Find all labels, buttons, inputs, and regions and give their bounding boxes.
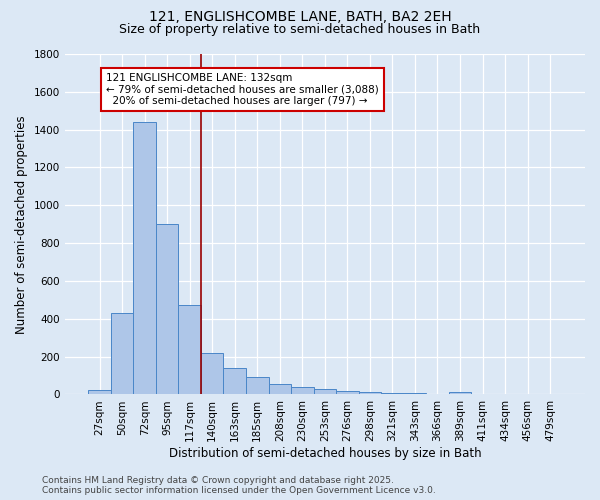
Bar bbox=[223, 368, 246, 394]
Bar bbox=[336, 390, 359, 394]
Bar bbox=[201, 353, 223, 395]
Bar bbox=[156, 224, 178, 394]
Bar bbox=[314, 389, 336, 394]
Text: Size of property relative to semi-detached houses in Bath: Size of property relative to semi-detach… bbox=[119, 22, 481, 36]
Bar bbox=[449, 392, 471, 394]
Bar bbox=[404, 393, 426, 394]
Bar bbox=[359, 392, 381, 394]
Bar bbox=[291, 387, 314, 394]
Text: 121, ENGLISHCOMBE LANE, BATH, BA2 2EH: 121, ENGLISHCOMBE LANE, BATH, BA2 2EH bbox=[149, 10, 451, 24]
Bar bbox=[269, 384, 291, 394]
Bar bbox=[111, 313, 133, 394]
Text: 121 ENGLISHCOMBE LANE: 132sqm
← 79% of semi-detached houses are smaller (3,088)
: 121 ENGLISHCOMBE LANE: 132sqm ← 79% of s… bbox=[106, 73, 379, 106]
Text: Contains HM Land Registry data © Crown copyright and database right 2025.
Contai: Contains HM Land Registry data © Crown c… bbox=[42, 476, 436, 495]
X-axis label: Distribution of semi-detached houses by size in Bath: Distribution of semi-detached houses by … bbox=[169, 447, 481, 460]
Bar bbox=[381, 392, 404, 394]
Y-axis label: Number of semi-detached properties: Number of semi-detached properties bbox=[15, 115, 28, 334]
Bar bbox=[246, 378, 269, 394]
Bar bbox=[88, 390, 111, 394]
Bar bbox=[178, 304, 201, 394]
Bar bbox=[133, 122, 156, 394]
